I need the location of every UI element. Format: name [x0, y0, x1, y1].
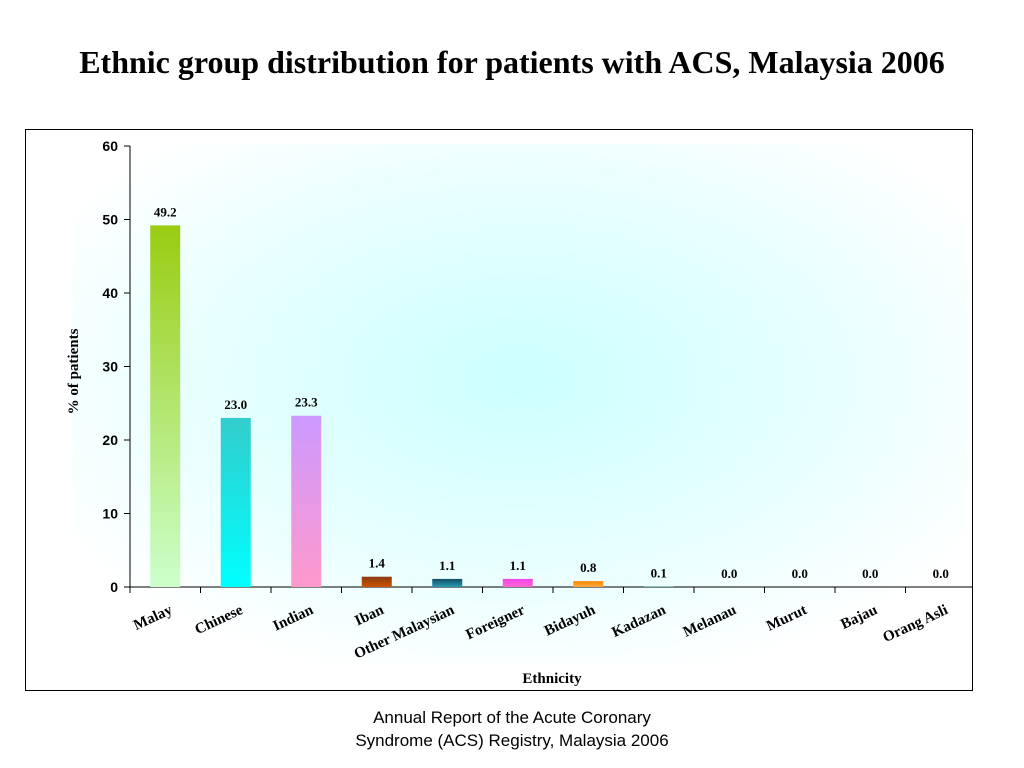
y-tick-label: 60 — [102, 138, 118, 154]
chart-frame: 0 10 20 30 40 50 60% of patients 49.2 Malay 23.0 C… — [25, 129, 973, 691]
caption-line-1: Annual Report of the Acute Coronary — [373, 708, 651, 727]
data-label: 0.8 — [580, 560, 597, 575]
y-tick-label: 10 — [102, 506, 118, 522]
source-caption: Annual Report of the Acute Coronary Synd… — [262, 706, 762, 752]
bar-chinese — [220, 417, 251, 587]
bar-malay — [150, 225, 181, 587]
y-tick-label: 20 — [102, 432, 118, 448]
data-label: 1.4 — [369, 556, 386, 571]
bar-other-malaysian — [432, 578, 463, 587]
bar-bidayuh — [573, 581, 604, 587]
data-label: 23.0 — [224, 397, 247, 412]
y-tick-label: 0 — [110, 579, 118, 595]
data-label: 1.1 — [510, 558, 526, 573]
x-axis-title: Ethnicity — [522, 671, 582, 687]
data-label: 0.0 — [792, 566, 808, 581]
data-label: 0.0 — [933, 566, 949, 581]
data-label: 0.1 — [651, 565, 667, 580]
bar-kadazan — [643, 586, 674, 587]
data-label: 1.1 — [439, 558, 455, 573]
data-label: 49.2 — [154, 204, 177, 219]
slide-title: Ethnic group distribution for patients w… — [79, 44, 945, 80]
data-label: 0.0 — [862, 566, 878, 581]
data-label: 23.3 — [295, 395, 318, 410]
y-axis-title: % of patients — [66, 328, 82, 414]
data-label: 0.0 — [721, 566, 737, 581]
caption-line-2: Syndrome (ACS) Registry, Malaysia 2006 — [355, 731, 669, 750]
bar-indian — [291, 415, 322, 587]
bar-foreigner — [502, 578, 533, 587]
y-tick-label: 40 — [102, 285, 118, 301]
bar-iban — [361, 576, 392, 587]
y-tick-label: 30 — [102, 359, 118, 375]
y-tick-label: 50 — [102, 212, 118, 228]
